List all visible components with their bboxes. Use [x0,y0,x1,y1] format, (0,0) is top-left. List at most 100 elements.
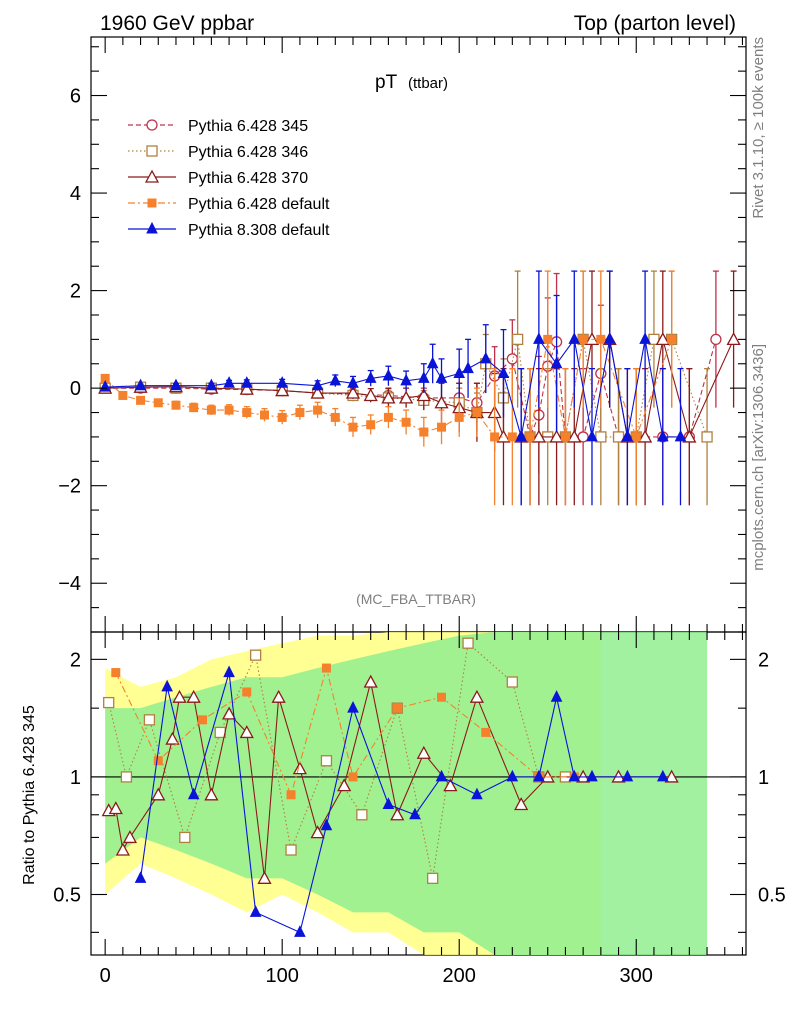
x-tick-label: 0 [100,965,111,987]
data-point [454,412,464,422]
data-point [240,376,253,388]
ratio-point [186,689,201,703]
data-point [277,412,287,422]
ratio-y-tick-label: 0.5 [53,885,81,907]
ratio-point [416,745,431,759]
data-point [531,429,546,443]
ratio-point [179,831,191,844]
header-left-label: 1960 GeV ppbar [100,12,254,35]
ratio-point [257,870,272,884]
data-point [603,332,616,344]
data-point [586,429,598,442]
legend-label: Pythia 6.428 346 [188,144,308,161]
ratio-point [108,801,123,815]
data-point [674,429,687,442]
data-point [550,356,563,369]
ratio-point [187,787,200,800]
data-point [295,408,305,418]
main-series-pythia-8-308-default [99,270,687,506]
ratio-point [223,665,235,678]
data-point [726,332,741,346]
legend: Pythia 6.428 345 Pythia 6.428 346 Pythia 6… [128,118,330,239]
ratio-point [443,778,458,792]
ratio-point [337,778,352,792]
ratio-point [586,769,598,782]
legend-marker [146,119,158,131]
ratio-point [409,807,421,820]
ratio-point [506,676,518,688]
data-point [637,429,653,443]
data-point [656,429,669,442]
ratio-y-tick-label-right: 1 [758,767,769,789]
ratio-point [310,825,325,839]
data-point [171,400,181,410]
ratio-point [249,905,262,917]
data-point [533,332,545,344]
ratio-point [664,769,679,783]
data-point [399,390,414,404]
ratio-point [271,689,286,703]
data-point [506,353,518,365]
mcplots-label: mcplots.cern.ch [arXiv:1306.3436] [750,344,767,571]
data-point [515,429,527,442]
series-line [108,681,672,879]
data-point [479,351,492,364]
ratio-series-pythia-8-308-default [134,665,669,937]
data-point [560,432,570,442]
data-point [567,429,582,443]
ratio-point [382,797,395,809]
data-point [437,422,447,432]
data-point [383,412,393,422]
ratio-point [506,769,519,782]
data-point [310,385,325,399]
data-point [329,373,342,386]
ratio-point [356,809,368,821]
data-point [416,388,431,402]
legend-item-pythia-6-428-346: Pythia 6.428 346 [128,144,308,161]
data-point [401,417,411,427]
y-tick-label: −4 [58,573,81,595]
data-point [311,378,324,391]
ratio-point [122,830,138,844]
ratio-point [204,787,219,801]
data-point [347,376,359,388]
legend-marker [147,198,157,208]
legend-label: Pythia 6.428 370 [188,170,308,187]
x-tick-label: 300 [620,965,653,987]
ratio-point [198,715,208,725]
data-point [472,408,482,418]
data-point [275,383,290,397]
y-tick-label: 2 [70,281,81,303]
ratio-point [656,769,669,782]
legend-item-pythia-6-428-370: Pythia 6.428 370 [128,169,308,187]
data-point [224,405,234,415]
data-point [118,390,128,400]
ratio-point [469,689,485,703]
data-point [206,405,216,415]
data-point [276,376,288,388]
ratio-point [242,687,252,697]
data-point [710,333,722,346]
data-point [568,332,581,344]
ratio-point [427,872,439,884]
data-point [382,368,395,381]
data-point [418,371,430,383]
data-point [136,395,146,405]
ratio-point [153,756,163,766]
series-line [115,665,575,797]
data-point [223,376,235,388]
data-point [578,334,588,344]
data-point [462,361,474,374]
legend-item-pythia-6-428-default: Pythia 6.428 default [128,196,330,213]
ratio-point [239,725,254,739]
ratio-y-tick-label-right: 2 [758,649,769,671]
data-point [631,432,641,442]
data-point [153,398,163,408]
y-tick-label: 0 [70,378,81,400]
data-point [189,403,199,413]
axes-group: −4 −2 0 2 4 6 0.5 0.5 1 1 2 2 0 100 200 300 [53,37,786,987]
ratio-y-tick-label: 2 [70,649,81,671]
ratio-point [514,797,529,811]
data-point [549,429,564,443]
